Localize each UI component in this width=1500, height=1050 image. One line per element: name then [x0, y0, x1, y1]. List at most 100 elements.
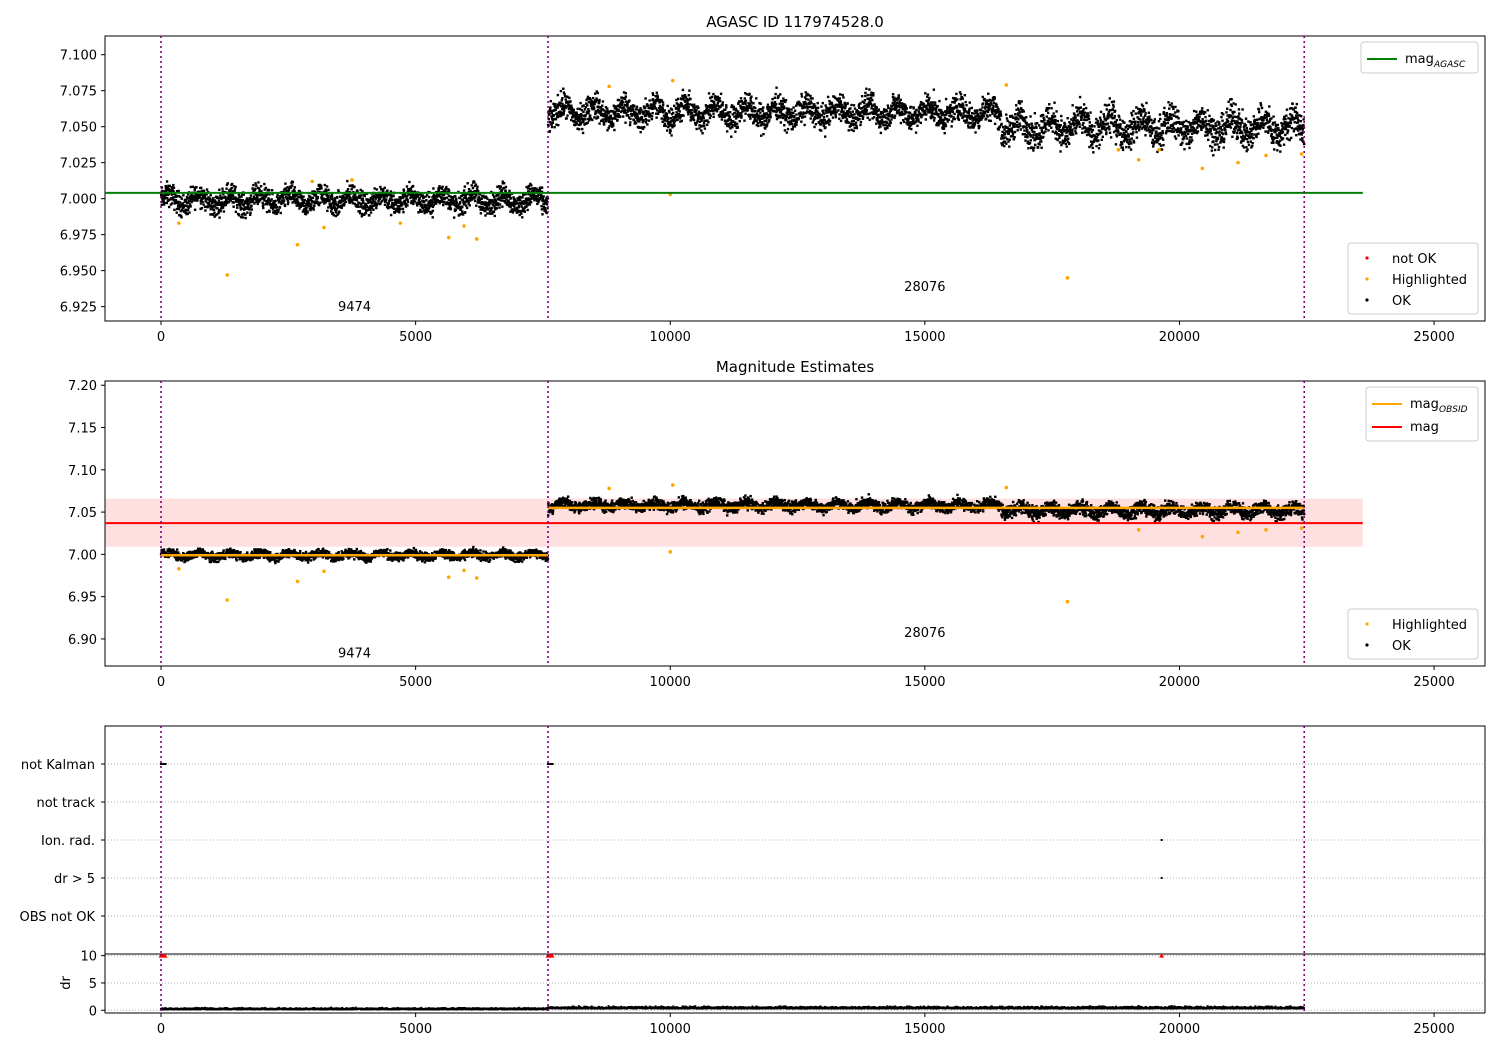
- data-point-ok: [753, 120, 756, 123]
- data-point-ok: [364, 202, 368, 206]
- data-point-ok: [432, 203, 436, 207]
- data-point-ok: [708, 112, 711, 116]
- data-point-ok: [555, 123, 558, 126]
- data-point-ok: [925, 113, 928, 116]
- data-point-ok: [667, 125, 670, 129]
- data-point-ok: [402, 189, 406, 192]
- data-point-ok: [485, 196, 488, 199]
- data-point-ok: [330, 202, 333, 205]
- data-point-ok: [540, 193, 543, 197]
- data-point-ok: [677, 113, 681, 117]
- data-point-ok: [309, 198, 313, 201]
- data-point-ok: [1161, 131, 1165, 135]
- data-point-ok: [480, 202, 483, 205]
- data-point-ok: [473, 199, 477, 203]
- data-point-ok: [360, 198, 364, 202]
- data-point-ok: [242, 212, 246, 215]
- data-point-ok: [1117, 130, 1120, 134]
- data-point-ok: [544, 208, 547, 212]
- data-point-ok: [720, 112, 723, 115]
- data-point-ok: [799, 112, 803, 116]
- data-point-ok: [665, 129, 669, 132]
- data-point-ok: [687, 113, 690, 116]
- data-point-ok: [232, 205, 235, 208]
- data-point-ok: [432, 193, 436, 197]
- data-point-ok: [293, 186, 297, 189]
- data-point-ok: [249, 201, 252, 204]
- data-point-ok: [670, 123, 673, 126]
- data-point-ok: [579, 101, 582, 105]
- data-point-ok: [236, 197, 240, 200]
- data-point-ok: [1105, 104, 1108, 107]
- data-point-ok: [700, 118, 704, 121]
- data-point-ok: [1106, 122, 1109, 125]
- data-point-ok: [831, 116, 835, 119]
- data-point-ok: [683, 100, 687, 103]
- data-point-ok: [718, 115, 721, 118]
- data-point-ok: [578, 116, 581, 120]
- data-point-ok: [539, 186, 542, 189]
- data-point-ok: [1052, 112, 1055, 115]
- data-point-ok: [709, 114, 712, 117]
- data-point-ok: [647, 110, 650, 113]
- data-point-ok: [740, 116, 743, 119]
- data-point-ok: [739, 107, 743, 110]
- data-point-ok: [564, 104, 567, 108]
- data-point-ok: [359, 205, 362, 208]
- data-point-ok: [1017, 100, 1021, 103]
- data-point-ok: [449, 199, 452, 202]
- data-point-ok: [1101, 135, 1104, 138]
- data-point-ok: [944, 124, 948, 128]
- data-point-ok: [731, 123, 734, 127]
- data-point-ok: [806, 107, 809, 110]
- data-point-ok: [500, 196, 504, 200]
- data-point-ok: [577, 113, 580, 117]
- data-point-ok: [589, 98, 592, 101]
- data-point-ok: [587, 112, 590, 115]
- data-point-ok: [751, 107, 754, 111]
- data-point-ok: [816, 106, 820, 110]
- data-point-ok: [212, 198, 215, 202]
- data-point-ok: [755, 112, 759, 115]
- data-point-ok: [603, 109, 606, 112]
- data-point-ok: [740, 107, 744, 111]
- data-point-ok: [399, 198, 402, 202]
- data-point-ok: [1047, 106, 1051, 110]
- data-point-ok: [426, 208, 429, 211]
- data-point-ok: [438, 200, 442, 203]
- data-point-ok: [576, 116, 580, 120]
- data-point-ok: [272, 200, 276, 203]
- data-point-ok: [451, 196, 455, 199]
- data-point-ok: [728, 125, 731, 128]
- data-point-ok: [628, 123, 632, 127]
- data-point-ok: [276, 210, 280, 214]
- data-point-ok: [955, 92, 958, 96]
- data-point-ok: [773, 96, 777, 99]
- data-point-ok: [687, 105, 690, 109]
- data-point-ok: [640, 108, 643, 112]
- data-point-ok: [1090, 124, 1094, 127]
- data-point-ok: [544, 210, 548, 213]
- data-point-ok: [415, 202, 418, 205]
- data-point-ok: [844, 113, 847, 116]
- data-point-ok: [875, 122, 878, 125]
- data-point-ok: [645, 114, 648, 117]
- data-point-ok: [452, 200, 456, 203]
- data-point-ok: [596, 105, 600, 108]
- data-point-ok: [1092, 151, 1095, 154]
- data-point-ok: [449, 207, 453, 210]
- data-point-ok: [389, 190, 393, 193]
- data-point-ok: [761, 109, 765, 113]
- data-point-ok: [402, 210, 405, 214]
- data-point-ok: [398, 204, 401, 208]
- data-point-ok: [265, 210, 269, 214]
- data-point-ok: [765, 119, 768, 122]
- data-point-ok: [1100, 131, 1103, 134]
- data-point-ok: [182, 207, 185, 210]
- data-point-ok: [349, 196, 352, 200]
- data-point-ok: [561, 102, 564, 106]
- data-point-ok: [520, 202, 524, 205]
- data-point-ok: [201, 197, 204, 201]
- data-point-ok: [747, 106, 750, 109]
- data-point-ok: [494, 208, 497, 211]
